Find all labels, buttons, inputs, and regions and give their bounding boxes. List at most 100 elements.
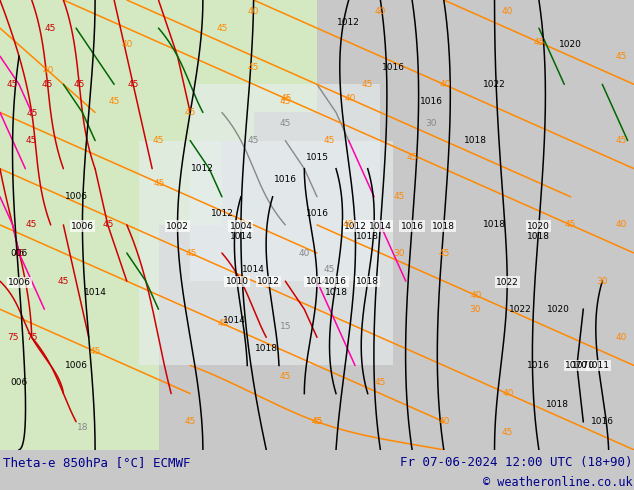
Text: 45: 45: [102, 220, 113, 229]
Text: 45: 45: [127, 80, 139, 89]
Text: 45: 45: [280, 372, 291, 381]
Text: 30: 30: [597, 277, 608, 286]
Text: 006: 006: [10, 378, 28, 387]
Text: 1014: 1014: [230, 232, 252, 241]
Text: 1010: 1010: [226, 277, 249, 286]
Text: 1016: 1016: [591, 417, 614, 426]
Text: 45: 45: [501, 428, 513, 438]
Text: Theta-e 850hPa [°C] ECMWF: Theta-e 850hPa [°C] ECMWF: [3, 456, 191, 469]
Text: 45: 45: [26, 136, 37, 145]
Bar: [0, 0, 158, 450]
Text: 1016: 1016: [306, 209, 328, 218]
Text: 40: 40: [616, 333, 627, 342]
Text: 45: 45: [26, 220, 37, 229]
Text: 40: 40: [344, 95, 356, 103]
Text: 45: 45: [45, 24, 56, 33]
Text: 45: 45: [394, 192, 405, 201]
Text: 1018: 1018: [255, 344, 278, 353]
Text: 40: 40: [343, 220, 354, 229]
Text: 1006: 1006: [8, 278, 30, 287]
Text: 45: 45: [90, 347, 101, 356]
Text: 45: 45: [616, 52, 627, 61]
Text: 1002: 1002: [166, 221, 189, 230]
Text: 45: 45: [324, 136, 335, 145]
Text: 45: 45: [216, 24, 228, 33]
Text: 45: 45: [153, 136, 164, 145]
Text: 45: 45: [248, 136, 259, 145]
Text: 45: 45: [281, 95, 292, 103]
Text: 45: 45: [74, 80, 85, 89]
Text: 15: 15: [280, 321, 291, 331]
Text: 1012: 1012: [257, 277, 280, 286]
Text: 1070: 1070: [572, 361, 595, 370]
Bar: [0, 0, 317, 113]
Text: 18: 18: [77, 423, 88, 432]
Text: 1004: 1004: [230, 221, 252, 230]
Text: 40: 40: [375, 7, 386, 16]
Text: 45: 45: [324, 266, 335, 274]
Text: 1018: 1018: [464, 136, 487, 145]
Text: 40: 40: [616, 220, 627, 229]
Text: 1070: 1070: [566, 361, 588, 370]
Text: 45: 45: [280, 97, 291, 106]
Text: 45: 45: [565, 220, 576, 229]
Text: 1018: 1018: [356, 232, 379, 241]
Text: 45: 45: [7, 80, 18, 89]
Text: 1015: 1015: [306, 153, 328, 162]
Text: 45: 45: [375, 378, 386, 387]
Text: 45: 45: [217, 319, 229, 328]
Text: 45: 45: [312, 417, 323, 426]
Text: 006: 006: [10, 248, 28, 258]
Bar: [0, 0, 222, 225]
Text: 45: 45: [534, 38, 545, 47]
Text: 1014: 1014: [369, 221, 392, 230]
Text: 45: 45: [280, 119, 291, 128]
Text: 40: 40: [248, 7, 259, 16]
Text: 45: 45: [108, 97, 120, 106]
Text: 1018: 1018: [547, 400, 569, 409]
Text: © weatheronline.co.uk: © weatheronline.co.uk: [483, 476, 633, 490]
Text: Fr 07-06-2024 12:00 UTC (18+90): Fr 07-06-2024 12:00 UTC (18+90): [400, 456, 633, 469]
Text: 45: 45: [153, 178, 165, 188]
Text: 45: 45: [406, 153, 418, 162]
Text: 1016: 1016: [382, 63, 404, 72]
Text: 40: 40: [470, 291, 482, 300]
Text: 40: 40: [121, 41, 133, 49]
Text: 1018: 1018: [325, 288, 347, 297]
Text: 45: 45: [14, 249, 25, 258]
Text: 75: 75: [7, 333, 18, 342]
Text: 1016: 1016: [420, 97, 443, 106]
Text: 45: 45: [184, 417, 196, 426]
Text: 45: 45: [616, 136, 627, 145]
Text: 1016: 1016: [274, 175, 297, 184]
Text: 1016: 1016: [527, 361, 550, 370]
Text: 45: 45: [58, 277, 69, 286]
Text: 1016: 1016: [401, 221, 424, 230]
Text: 1012: 1012: [337, 18, 360, 27]
Text: 40: 40: [42, 66, 53, 75]
Text: 1022: 1022: [508, 305, 531, 314]
Text: 1014: 1014: [84, 288, 107, 297]
Text: 30: 30: [394, 248, 405, 258]
Text: 45: 45: [26, 108, 37, 118]
Bar: [127, 0, 254, 141]
Text: 45: 45: [186, 249, 197, 258]
Text: 40: 40: [438, 417, 450, 426]
Text: 1018: 1018: [527, 232, 550, 241]
Text: 1018: 1018: [432, 221, 455, 230]
Text: 1020: 1020: [559, 41, 582, 49]
Text: 45: 45: [248, 63, 259, 72]
Text: 1014: 1014: [242, 266, 265, 274]
Text: 45: 45: [184, 108, 196, 117]
Bar: [139, 141, 393, 366]
Text: 45: 45: [42, 80, 53, 89]
Text: 1006: 1006: [71, 221, 94, 230]
Text: 40: 40: [501, 7, 513, 16]
Text: 1006: 1006: [65, 361, 87, 370]
Text: 1022: 1022: [496, 277, 519, 287]
Text: 1012: 1012: [344, 221, 366, 230]
Text: 40: 40: [439, 80, 450, 89]
Text: 1018: 1018: [356, 277, 379, 286]
Text: 1020: 1020: [527, 221, 550, 230]
Text: 45: 45: [311, 417, 323, 426]
